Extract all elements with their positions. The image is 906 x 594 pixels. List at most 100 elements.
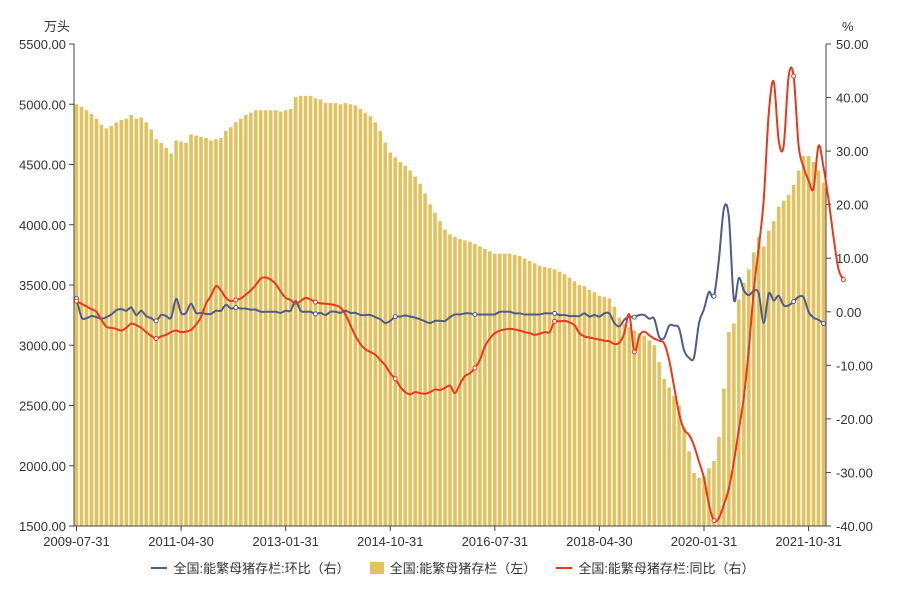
bar bbox=[154, 139, 158, 526]
legend-swatch-yoy bbox=[556, 566, 573, 569]
bar bbox=[109, 125, 114, 526]
bar bbox=[408, 170, 412, 526]
mom-point bbox=[313, 311, 319, 317]
yoy-point bbox=[472, 365, 478, 371]
bar bbox=[771, 221, 776, 526]
left-tick-label: 1500.00 bbox=[19, 519, 66, 534]
bar bbox=[612, 306, 617, 526]
bar bbox=[234, 122, 238, 526]
bar bbox=[418, 183, 422, 526]
yoy-point bbox=[73, 298, 79, 304]
left-tick-label: 3500.00 bbox=[19, 278, 66, 293]
yoy-point bbox=[392, 376, 398, 382]
bar bbox=[169, 153, 173, 526]
x-tick-label: 2018-04-30 bbox=[566, 534, 633, 549]
bar bbox=[443, 229, 447, 526]
bar bbox=[423, 193, 427, 527]
bar bbox=[448, 234, 452, 526]
bar bbox=[373, 122, 378, 526]
bar bbox=[378, 130, 383, 526]
bar bbox=[174, 140, 178, 526]
left-unit-label: 万头 bbox=[44, 19, 70, 34]
yoy-point bbox=[233, 297, 239, 303]
bar bbox=[637, 333, 642, 526]
bar bbox=[184, 142, 188, 526]
bar bbox=[129, 115, 134, 526]
bar bbox=[263, 110, 268, 527]
bar bbox=[781, 200, 786, 526]
legend: 全国:能繁母猪存栏:环比（右） 全国:能繁母猪存栏（左） 全国:能繁母猪存栏:同… bbox=[0, 558, 906, 577]
left-tick-label: 4500.00 bbox=[19, 158, 66, 173]
yoy-point bbox=[711, 518, 717, 524]
bar bbox=[722, 388, 726, 526]
bar bbox=[752, 252, 756, 526]
bar bbox=[737, 299, 741, 526]
bar bbox=[114, 122, 119, 526]
bar bbox=[179, 141, 183, 527]
bar bbox=[527, 260, 532, 526]
mom-point bbox=[552, 310, 558, 316]
right-tick-label: 40.00 bbox=[836, 91, 869, 106]
x-tick-label: 2020-01-31 bbox=[671, 534, 738, 549]
bar bbox=[253, 110, 258, 527]
legend-item-yoy[interactable]: 全国:能繁母猪存栏:同比（右） bbox=[556, 558, 755, 577]
bar bbox=[582, 286, 587, 526]
bar bbox=[94, 118, 99, 527]
bar bbox=[488, 251, 492, 526]
legend-item-mom[interactable]: 全国:能繁母猪存栏:环比（右） bbox=[151, 558, 350, 577]
bar bbox=[149, 129, 153, 526]
right-tick-label: -40.00 bbox=[836, 519, 873, 534]
bar bbox=[368, 116, 373, 527]
right-tick-label: 0.00 bbox=[836, 305, 861, 320]
bar bbox=[707, 468, 711, 526]
mom-point bbox=[821, 321, 827, 327]
bar bbox=[209, 140, 213, 526]
bar bbox=[542, 266, 547, 526]
left-tick-label: 2000.00 bbox=[19, 459, 66, 474]
bar bbox=[468, 241, 472, 526]
bar bbox=[512, 254, 517, 527]
left-tick-label: 3000.00 bbox=[19, 338, 66, 353]
bar bbox=[134, 118, 139, 527]
mom-point bbox=[392, 314, 398, 320]
bar bbox=[338, 104, 343, 526]
yoy-point bbox=[313, 299, 319, 305]
right-tick-label: 20.00 bbox=[836, 198, 869, 213]
axes: 1500.00 2000.00 2500.00 3000.00 3500.00 4000.… bbox=[19, 37, 873, 549]
right-tick-label: 50.00 bbox=[836, 37, 869, 52]
bar bbox=[712, 460, 716, 526]
bar bbox=[249, 112, 253, 526]
bar bbox=[74, 104, 79, 526]
bar bbox=[383, 142, 388, 526]
yoy-point bbox=[840, 277, 846, 283]
bar bbox=[119, 119, 124, 526]
bar bbox=[687, 451, 691, 526]
right-unit-label: % bbox=[842, 19, 854, 34]
bar bbox=[164, 147, 168, 526]
bar bbox=[647, 340, 651, 526]
mom-point bbox=[791, 299, 797, 305]
legend-item-stock[interactable]: 全国:能繁母猪存栏（左） bbox=[369, 558, 536, 577]
bar bbox=[617, 317, 622, 526]
bar bbox=[229, 127, 233, 526]
mom-point bbox=[472, 311, 478, 317]
bar bbox=[244, 115, 248, 526]
bar bbox=[602, 297, 607, 526]
left-tick-label: 4000.00 bbox=[19, 218, 66, 233]
x-tick-label: 2021-10-31 bbox=[775, 534, 842, 549]
bar bbox=[328, 103, 333, 527]
bar bbox=[632, 330, 637, 526]
bar bbox=[393, 157, 398, 526]
bar bbox=[348, 104, 353, 526]
bar bbox=[144, 122, 149, 526]
legend-label-mom: 全国:能繁母猪存栏:环比（右） bbox=[173, 561, 350, 576]
bar bbox=[433, 212, 437, 526]
bar bbox=[403, 165, 407, 526]
bar bbox=[413, 176, 417, 527]
bar bbox=[273, 110, 278, 527]
bar bbox=[99, 124, 104, 527]
bar bbox=[219, 137, 223, 527]
bar bbox=[567, 277, 572, 526]
bar bbox=[333, 103, 338, 527]
